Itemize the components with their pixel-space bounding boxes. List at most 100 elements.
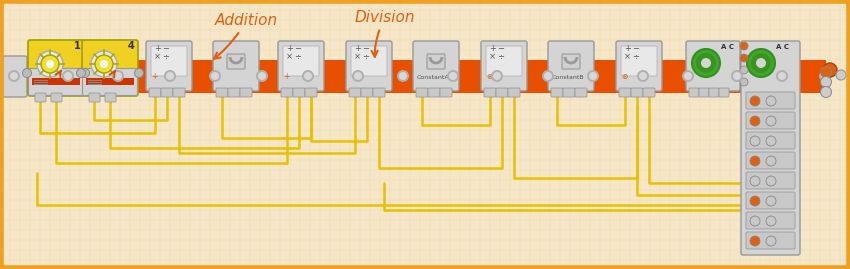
FancyBboxPatch shape: [616, 41, 662, 91]
FancyBboxPatch shape: [621, 46, 657, 76]
Circle shape: [302, 70, 314, 82]
Circle shape: [354, 72, 362, 80]
Bar: [34, 80, 48, 81]
Circle shape: [114, 72, 122, 80]
Circle shape: [751, 53, 771, 73]
Text: ×: ×: [489, 52, 496, 61]
Circle shape: [740, 66, 748, 74]
FancyBboxPatch shape: [149, 88, 161, 97]
FancyBboxPatch shape: [293, 88, 305, 97]
Text: ÷: ÷: [162, 52, 169, 61]
Bar: [34, 82, 48, 83]
Text: +: +: [354, 44, 361, 53]
FancyBboxPatch shape: [228, 88, 240, 97]
FancyBboxPatch shape: [746, 192, 795, 209]
Text: ÷: ÷: [362, 52, 369, 61]
Circle shape: [766, 176, 776, 186]
Text: ×: ×: [286, 52, 293, 61]
FancyBboxPatch shape: [29, 69, 83, 95]
Circle shape: [112, 70, 124, 82]
Text: ConstantA: ConstantA: [417, 75, 450, 80]
FancyBboxPatch shape: [416, 88, 428, 97]
Text: −: −: [162, 44, 169, 53]
Text: +: +: [154, 44, 161, 53]
Text: −: −: [632, 44, 639, 53]
Circle shape: [776, 70, 788, 82]
FancyBboxPatch shape: [746, 152, 795, 169]
Circle shape: [449, 72, 457, 80]
Circle shape: [256, 70, 268, 82]
FancyBboxPatch shape: [631, 88, 643, 97]
FancyBboxPatch shape: [741, 41, 800, 255]
Circle shape: [750, 236, 760, 246]
Circle shape: [820, 66, 831, 77]
FancyBboxPatch shape: [508, 88, 520, 97]
Circle shape: [587, 70, 599, 82]
Circle shape: [397, 70, 409, 82]
FancyBboxPatch shape: [89, 93, 100, 102]
Text: +: +: [283, 72, 289, 81]
Circle shape: [639, 72, 647, 80]
Text: +: +: [286, 44, 293, 53]
FancyBboxPatch shape: [105, 93, 116, 102]
Circle shape: [696, 53, 716, 73]
Text: 4: 4: [128, 41, 135, 51]
Circle shape: [733, 72, 741, 80]
Circle shape: [491, 70, 503, 82]
FancyBboxPatch shape: [146, 41, 192, 91]
FancyBboxPatch shape: [428, 88, 440, 97]
FancyBboxPatch shape: [35, 93, 46, 102]
FancyBboxPatch shape: [719, 88, 729, 97]
Circle shape: [164, 70, 176, 82]
FancyBboxPatch shape: [151, 46, 187, 76]
FancyBboxPatch shape: [746, 172, 795, 189]
Bar: [88, 84, 102, 85]
Circle shape: [81, 69, 89, 77]
FancyBboxPatch shape: [746, 132, 795, 149]
Text: ÷: ÷: [294, 52, 301, 61]
Text: +: +: [489, 44, 496, 53]
Text: ×: ×: [154, 52, 161, 61]
Circle shape: [692, 49, 720, 77]
Circle shape: [399, 72, 407, 80]
Circle shape: [823, 63, 837, 77]
Circle shape: [747, 49, 775, 77]
FancyBboxPatch shape: [305, 88, 317, 97]
Circle shape: [589, 72, 597, 80]
FancyBboxPatch shape: [575, 88, 587, 97]
Bar: [14, 60, 826, 93]
FancyBboxPatch shape: [349, 88, 361, 97]
FancyBboxPatch shape: [699, 88, 709, 97]
Circle shape: [637, 70, 649, 82]
FancyBboxPatch shape: [562, 54, 580, 69]
FancyBboxPatch shape: [173, 88, 185, 97]
FancyBboxPatch shape: [227, 54, 245, 69]
Text: ConstantB: ConstantB: [552, 75, 585, 80]
Text: −: −: [294, 44, 301, 53]
Circle shape: [64, 72, 72, 80]
Circle shape: [304, 72, 312, 80]
Text: +: +: [151, 72, 157, 81]
Text: ×: ×: [624, 52, 631, 61]
Circle shape: [76, 69, 86, 77]
Text: Division: Division: [355, 10, 416, 57]
Circle shape: [209, 70, 221, 82]
Circle shape: [750, 216, 760, 226]
FancyBboxPatch shape: [686, 41, 740, 91]
FancyBboxPatch shape: [563, 88, 575, 97]
Circle shape: [682, 70, 694, 82]
Text: −: −: [497, 44, 504, 53]
FancyBboxPatch shape: [281, 88, 293, 97]
Circle shape: [166, 72, 174, 80]
FancyBboxPatch shape: [496, 88, 508, 97]
Circle shape: [766, 96, 776, 106]
FancyBboxPatch shape: [746, 112, 795, 129]
FancyBboxPatch shape: [643, 88, 655, 97]
Circle shape: [493, 72, 501, 80]
Circle shape: [750, 156, 760, 166]
Circle shape: [542, 70, 554, 82]
Text: ⊗: ⊗: [621, 72, 627, 81]
Text: 1: 1: [74, 41, 81, 51]
Text: ÷: ÷: [497, 52, 504, 61]
FancyBboxPatch shape: [82, 69, 138, 95]
